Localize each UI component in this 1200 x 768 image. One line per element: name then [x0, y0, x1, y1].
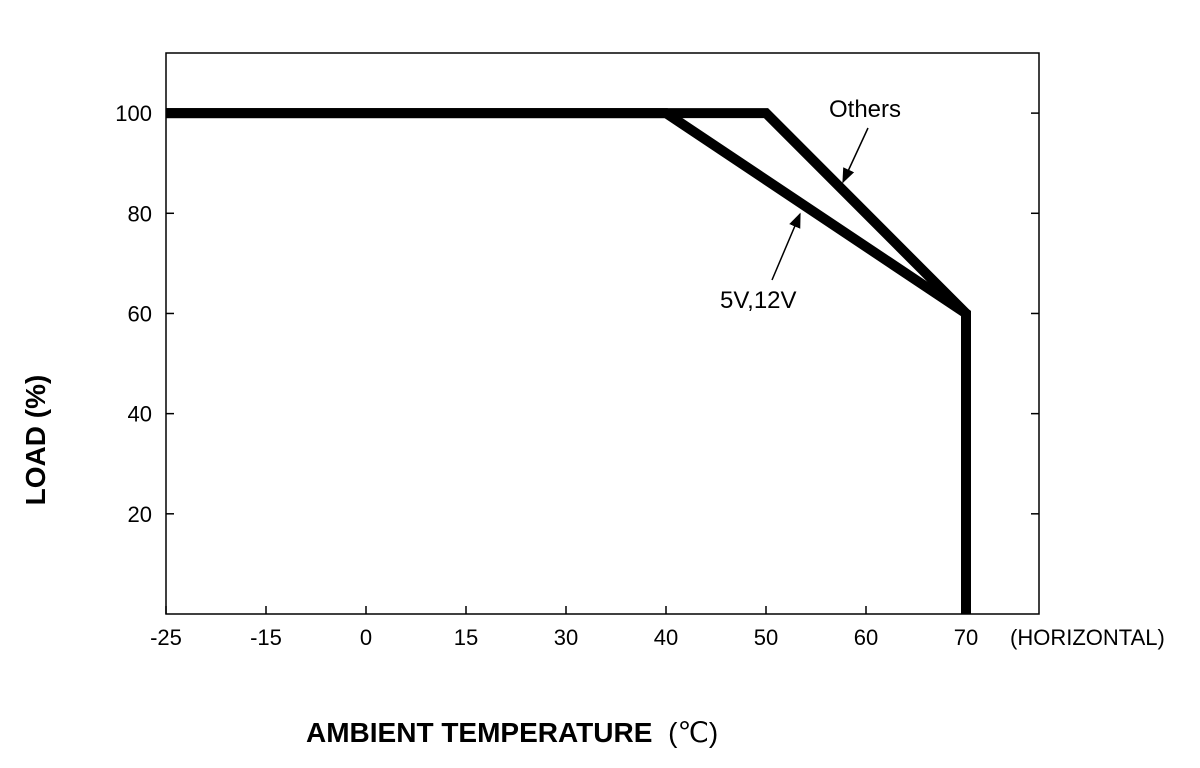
x-tick-label-50: 50 — [754, 625, 778, 650]
x-tick-label--25: -25 — [150, 625, 182, 650]
x-tick-label-40: 40 — [654, 625, 678, 650]
x-tick-label-15: 15 — [454, 625, 478, 650]
x-axis-title-unit: (℃) — [668, 717, 718, 748]
annotation-5v-12v: 5V,12V — [720, 287, 797, 314]
series-line-5v-12v — [166, 108, 971, 614]
annotation-others: Others — [829, 96, 901, 123]
y-axis-ticks: 20 40 60 80 100 — [115, 101, 1039, 527]
y-tick-label-20: 20 — [128, 502, 152, 527]
x-tick-label-0: 0 — [360, 625, 372, 650]
y-tick-label-100: 100 — [115, 101, 152, 126]
y-tick-label-60: 60 — [128, 301, 152, 326]
x-axis-suffix: (HORIZONTAL) — [1010, 625, 1165, 650]
annotation-5v-12v-arrow — [771, 212, 801, 281]
x-tick-label-70: 70 — [954, 625, 978, 650]
y-tick-label-80: 80 — [128, 201, 152, 226]
annotation-others-arrow — [842, 127, 869, 184]
y-axis-title: LOAD (%) — [20, 375, 51, 506]
x-axis-ticks: -25 -15 0 15 30 40 50 60 70 — [150, 606, 978, 650]
series-lines — [166, 108, 971, 614]
plot-frame — [165, 52, 1040, 615]
x-tick-label--15: -15 — [250, 625, 282, 650]
x-axis-title-text: AMBIENT TEMPERATURE — [306, 717, 652, 748]
x-axis-title: AMBIENT TEMPERATURE (℃) — [306, 717, 718, 748]
x-tick-label-60: 60 — [854, 625, 878, 650]
y-tick-label-40: 40 — [128, 402, 152, 427]
series-line-others — [166, 108, 971, 614]
x-tick-label-30: 30 — [554, 625, 578, 650]
